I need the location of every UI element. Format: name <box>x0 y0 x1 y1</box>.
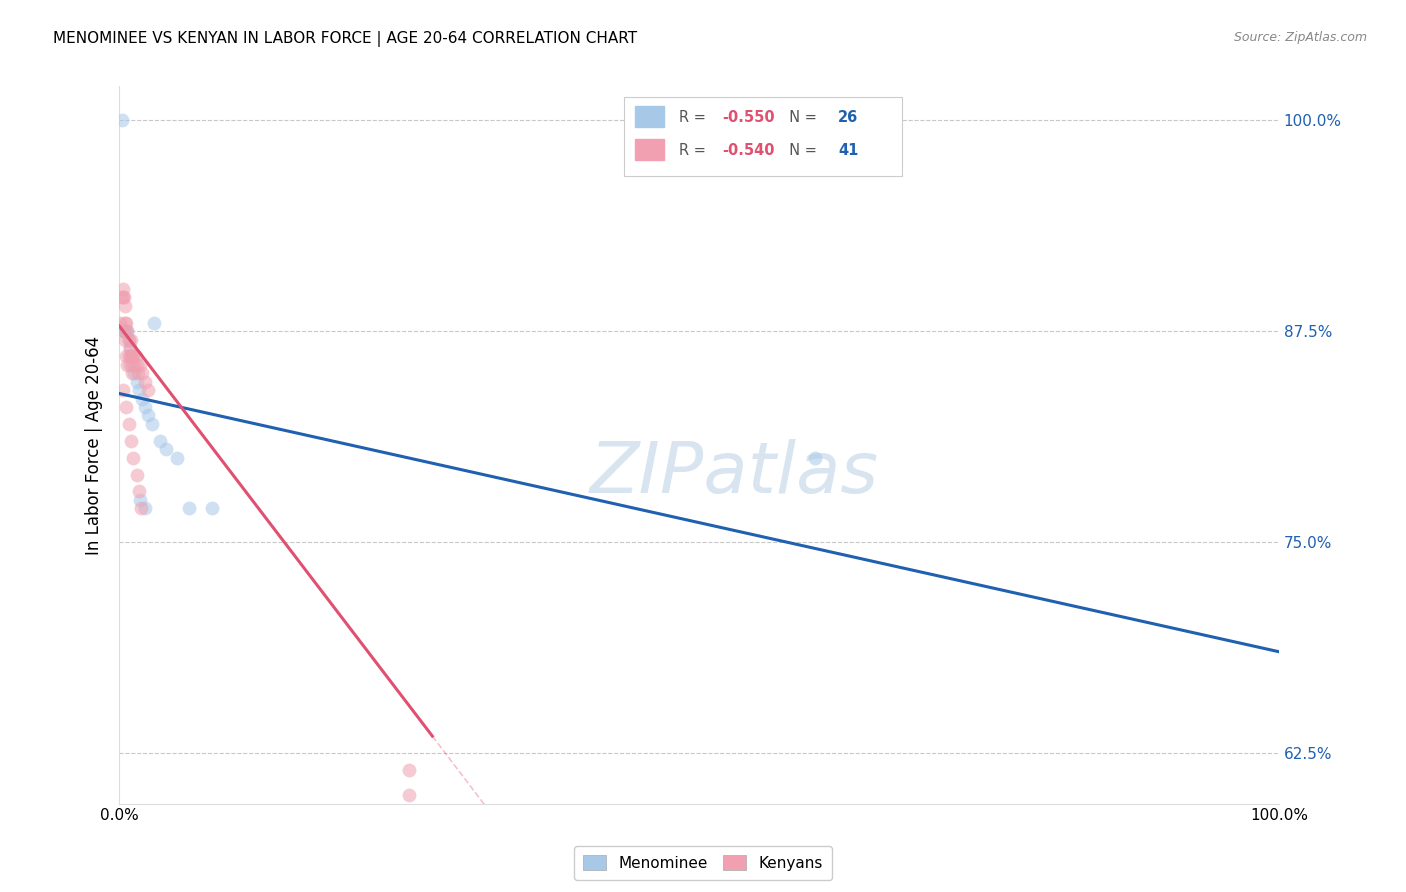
Point <box>124 358 146 372</box>
Text: MENOMINEE VS KENYAN IN LABOR FORCE | AGE 20-64 CORRELATION CHART: MENOMINEE VS KENYAN IN LABOR FORCE | AGE… <box>53 31 637 47</box>
Point <box>129 358 152 372</box>
Point <box>134 501 156 516</box>
Point <box>114 299 136 313</box>
Point <box>117 333 139 347</box>
Point <box>115 324 138 338</box>
Text: 41: 41 <box>838 143 859 158</box>
Point <box>201 501 224 516</box>
Point <box>131 501 153 516</box>
Point <box>115 400 138 414</box>
Text: -0.540: -0.540 <box>723 143 775 158</box>
Text: 26: 26 <box>838 110 859 125</box>
Point <box>115 350 138 364</box>
Point <box>120 350 142 364</box>
Text: -0.550: -0.550 <box>723 110 775 125</box>
Point <box>136 409 159 423</box>
Point <box>155 442 177 457</box>
Point <box>112 290 135 304</box>
Point <box>166 450 188 465</box>
Point <box>125 358 148 372</box>
Point <box>804 450 827 465</box>
Point <box>127 366 149 380</box>
Point <box>118 341 141 355</box>
Point <box>125 375 148 389</box>
Point <box>120 333 142 347</box>
Point <box>110 290 132 304</box>
Text: N =: N = <box>780 110 821 125</box>
Point <box>110 113 132 128</box>
Point <box>112 324 135 338</box>
Legend: Menominee, Kenyans: Menominee, Kenyans <box>574 846 832 880</box>
Point <box>125 467 148 482</box>
Bar <box>636 139 664 161</box>
Point <box>134 375 156 389</box>
Point <box>117 350 139 364</box>
Text: N =: N = <box>780 143 821 158</box>
Point <box>124 366 146 380</box>
Point <box>920 830 942 845</box>
Point <box>129 492 152 507</box>
Point <box>131 392 153 406</box>
Point <box>131 366 153 380</box>
Point <box>398 763 420 777</box>
Point <box>124 350 146 364</box>
Point <box>117 333 139 347</box>
Text: Source: ZipAtlas.com: Source: ZipAtlas.com <box>1233 31 1367 45</box>
Point <box>114 333 136 347</box>
Point <box>114 316 136 330</box>
Point <box>122 450 145 465</box>
Point <box>141 417 163 431</box>
Point <box>110 316 132 330</box>
Point <box>120 434 142 448</box>
Point <box>115 316 138 330</box>
Point <box>128 484 150 499</box>
Bar <box>624 97 903 176</box>
Point <box>177 501 200 516</box>
Point <box>122 350 145 364</box>
Point <box>121 366 143 380</box>
Point <box>134 400 156 414</box>
Point <box>120 350 142 364</box>
Point <box>111 290 134 304</box>
Point <box>136 383 159 397</box>
Point <box>117 324 139 338</box>
Point <box>121 350 143 364</box>
Point <box>111 383 134 397</box>
Point <box>118 341 141 355</box>
Point <box>149 434 172 448</box>
Point <box>121 358 143 372</box>
Point <box>128 383 150 397</box>
Point <box>117 358 139 372</box>
Text: R =: R = <box>679 143 711 158</box>
Text: R =: R = <box>679 110 711 125</box>
Point <box>112 324 135 338</box>
Bar <box>636 106 664 128</box>
Y-axis label: In Labor Force | Age 20-64: In Labor Force | Age 20-64 <box>86 335 103 555</box>
Text: ZIPatlas: ZIPatlas <box>589 439 879 508</box>
Point <box>398 788 420 802</box>
Point <box>118 358 141 372</box>
Point <box>143 316 166 330</box>
Point <box>111 324 134 338</box>
Point <box>117 417 139 431</box>
Point <box>117 324 139 338</box>
Point <box>111 282 134 296</box>
Point <box>114 324 136 338</box>
